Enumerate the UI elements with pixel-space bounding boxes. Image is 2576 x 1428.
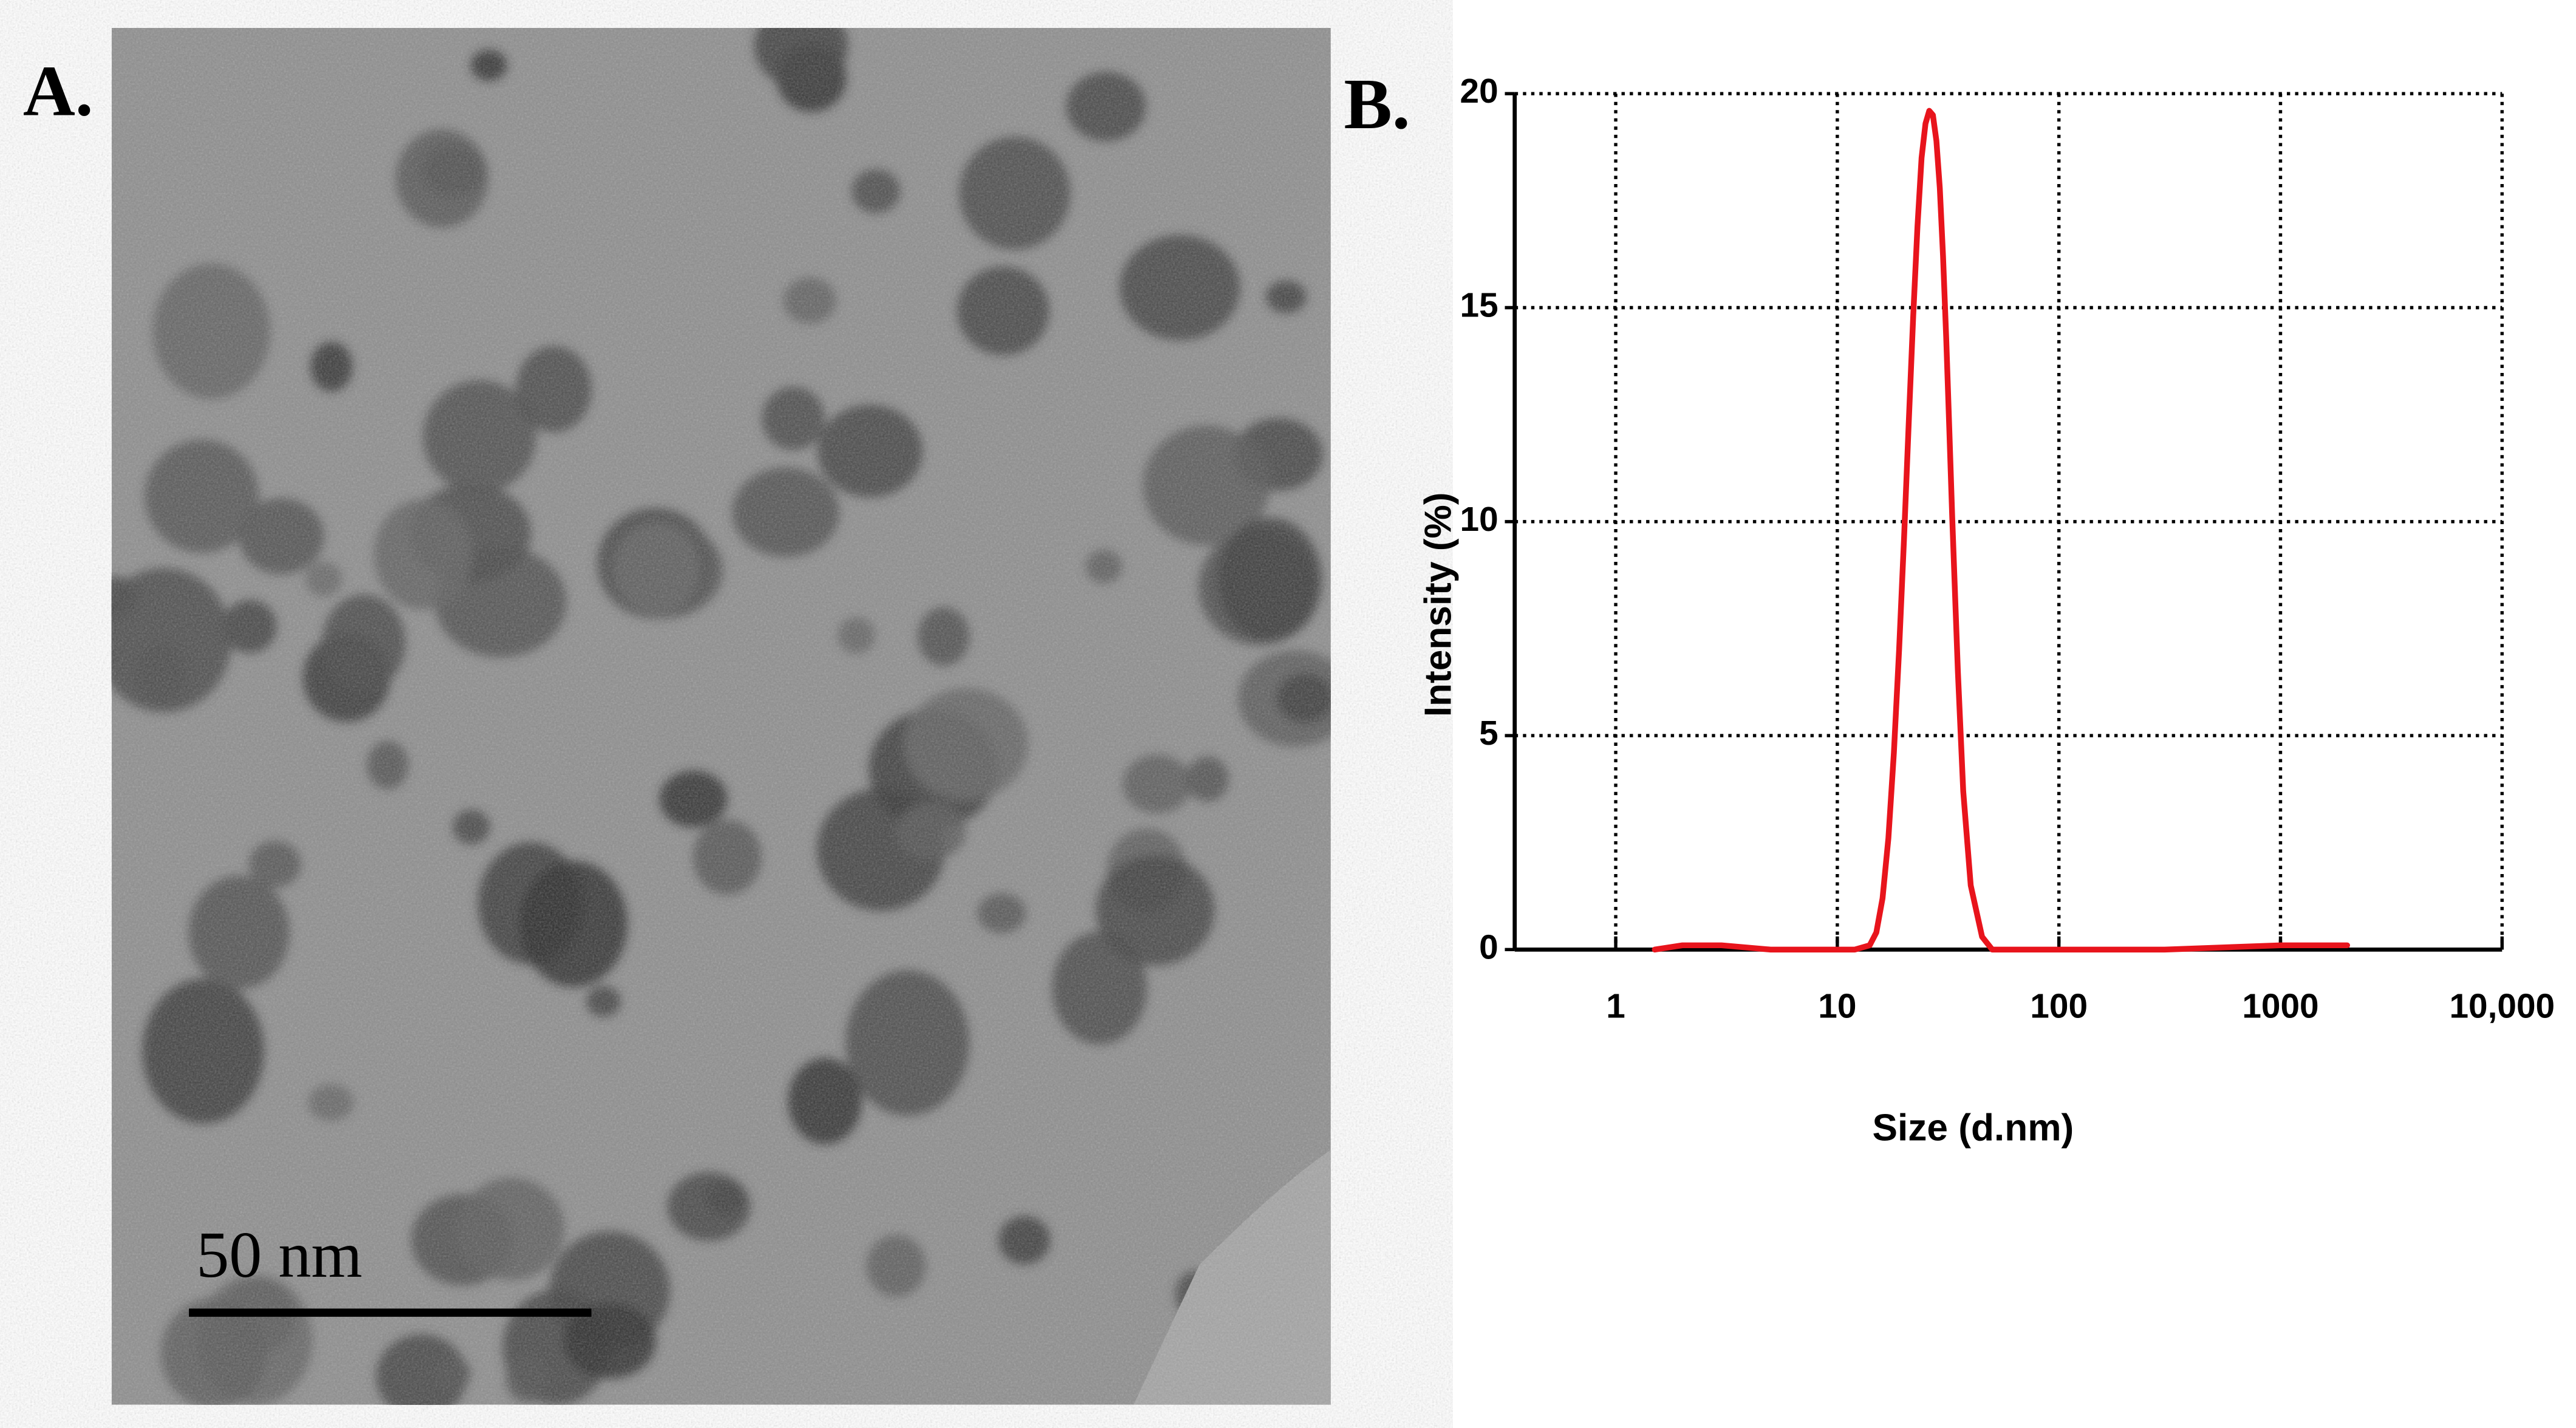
scale-bar-label: 50 nm — [196, 1219, 362, 1291]
x-tick-label: 100 — [2030, 988, 2088, 1026]
x-tick-label: 1000 — [2242, 988, 2318, 1026]
y-axis-title: Intensity (%) — [1417, 493, 1459, 717]
tem-grain — [111, 28, 1331, 1405]
panel-label: B. — [1344, 64, 1410, 144]
plot: 0 5 10 15 20 1 10 100 1000 10,000 — [1460, 72, 2555, 1026]
data-line — [1652, 108, 2351, 953]
y-tick-label: 10 — [1460, 500, 1498, 539]
x-tick-label: 10 — [1818, 988, 1856, 1026]
y-tick-label: 20 — [1460, 72, 1498, 111]
x-tick-label: 1 — [1606, 988, 1625, 1026]
y-tick-label: 0 — [1479, 928, 1498, 966]
x-tick-label: 10,000 — [2449, 988, 2555, 1026]
panel-label: A. — [23, 51, 94, 131]
tem-image: 50 nm — [111, 28, 1331, 1405]
y-tick-label: 5 — [1479, 714, 1498, 753]
x-axis-title: Size (d.nm) — [1873, 1107, 2074, 1149]
y-tick-label: 15 — [1460, 286, 1498, 324]
